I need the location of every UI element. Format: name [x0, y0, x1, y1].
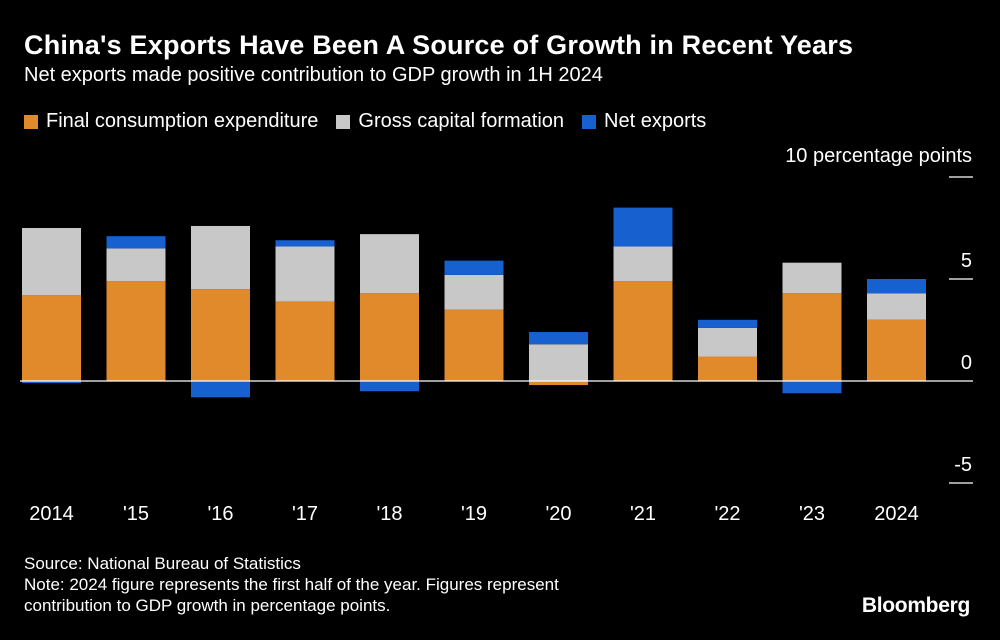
bar-segment-consumption [275, 301, 335, 381]
bar-segment-capital [613, 246, 673, 282]
note-line-2: contribution to GDP growth in percentage… [24, 596, 391, 615]
x-tick-label: 2024 [874, 503, 919, 525]
x-tick-label: '20 [545, 503, 571, 525]
bar-segment-consumption [613, 281, 673, 381]
legend-item-net-exports: Net exports [582, 110, 706, 133]
x-tick-label: '23 [799, 503, 825, 525]
bar-segment-capital [698, 327, 757, 357]
legend-label-consumption: Final consumption expenditure [46, 110, 319, 132]
bar-segment-consumption [782, 293, 842, 381]
bar-segment-net-exports [275, 240, 335, 247]
x-tick-label: '18 [376, 503, 402, 525]
bar-segment-net-exports [22, 381, 81, 384]
bar-segment-net-exports [106, 236, 166, 249]
source-note: Source: National Bureau of Statistics [24, 554, 301, 573]
y-axis-unit-label: 10 percentage points [785, 145, 972, 167]
bar-segment-capital [782, 262, 842, 294]
bar-segment-consumption [444, 309, 504, 381]
x-tick-label: '19 [461, 503, 487, 525]
bar-segment-capital [106, 248, 166, 282]
bar-segment-consumption [529, 381, 588, 386]
chart-title: China's Exports Have Been A Source of Gr… [24, 30, 854, 60]
bar-segment-consumption [22, 295, 81, 381]
bar-segment-consumption [191, 289, 250, 381]
bar-segment-net-exports [867, 279, 926, 294]
x-tick-label: '16 [207, 503, 233, 525]
footer: Source: National Bureau of Statistics No… [24, 553, 559, 616]
bar-segment-consumption [698, 356, 757, 381]
bar-segment-capital [275, 246, 335, 302]
y-tick-label: 0 [961, 352, 972, 374]
bar-segment-net-exports [444, 260, 504, 275]
legend-swatch-capital [336, 114, 351, 129]
bar-segment-capital [529, 344, 588, 381]
x-tick-label: '15 [123, 503, 149, 525]
x-tick-label: '21 [630, 503, 656, 525]
bar-segment-consumption [360, 293, 419, 381]
bloomberg-logo: Bloomberg [861, 594, 970, 617]
legend-label-net-exports: Net exports [604, 110, 707, 132]
x-tick-label: '22 [714, 503, 740, 525]
legend-swatch-net-exports [582, 114, 597, 129]
x-tick-label: '17 [292, 503, 318, 525]
bar-segment-consumption [106, 281, 166, 381]
legend: Final consumption expenditure Gross capi… [24, 110, 724, 133]
bar-segment-net-exports [613, 207, 673, 247]
bar-segment-capital [867, 293, 926, 320]
legend-label-capital: Gross capital formation [358, 110, 565, 132]
bar-segment-net-exports [698, 319, 757, 328]
bar-segment-consumption [867, 319, 926, 381]
chart-subtitle: Net exports made positive contribution t… [24, 64, 603, 86]
bar-segment-capital [191, 225, 250, 290]
bar-segment-capital [360, 234, 419, 294]
bar-segment-capital [22, 228, 81, 296]
bar-segment-net-exports [360, 381, 419, 392]
x-tick-label: 2014 [29, 503, 74, 525]
legend-swatch-consumption [24, 114, 38, 129]
bar-segment-net-exports [529, 332, 588, 345]
y-tick-label: -5 [954, 454, 972, 476]
legend-item-consumption: Final consumption expenditure [24, 110, 318, 133]
y-tick-label: 5 [961, 250, 972, 272]
note-line-1: Note: 2024 figure represents the first h… [24, 575, 559, 594]
bar-segment-net-exports [191, 381, 250, 398]
bar-segment-net-exports [782, 381, 842, 394]
legend-item-capital: Gross capital formation [336, 110, 564, 133]
bar-segment-capital [444, 274, 504, 310]
